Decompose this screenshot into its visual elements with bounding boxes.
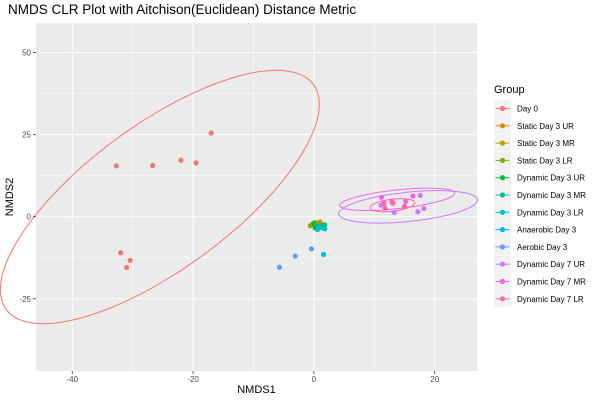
- legend-label: Static Day 3 LR: [517, 156, 573, 165]
- x-tick-label: 0: [312, 375, 317, 384]
- point-dynamic-day-3-ur: [310, 220, 316, 227]
- legend-key-point: [499, 157, 506, 163]
- legend-key-point: [499, 192, 506, 198]
- point-day-0: [117, 250, 124, 256]
- legend-key-point: [499, 261, 506, 267]
- point-day-0: [149, 162, 156, 169]
- point-day-0: [208, 130, 214, 136]
- legend-key-point: [499, 140, 506, 146]
- point-dynamic-day-3-lr: [314, 226, 321, 233]
- point-dynamic-day-3-lr: [322, 226, 328, 232]
- y-tick-label: 25: [22, 131, 31, 140]
- legend-label: Dynamic Day 3 LR: [517, 208, 584, 217]
- legend-key-point: [499, 209, 506, 215]
- point-aerobic-day-3: [276, 264, 283, 270]
- legend-item: Dynamic Day 7 LR: [494, 290, 584, 308]
- legend-label: Anaerobic Day 3: [517, 226, 577, 235]
- legend-item: Static Day 3 MR: [494, 134, 575, 152]
- data-points: [113, 130, 427, 271]
- y-tick-label: -25: [19, 295, 31, 304]
- plot-panel: [36, 23, 477, 371]
- x-tick-label: -20: [187, 375, 199, 384]
- legend-item: Static Day 3 UR: [494, 117, 574, 135]
- legend-key-point: [499, 123, 506, 129]
- legend-item: Static Day 3 LR: [494, 151, 573, 169]
- point-day-0: [193, 160, 199, 166]
- point-anaerobic-day-3: [320, 251, 327, 258]
- x-axis-title: NMDS1: [237, 384, 276, 396]
- point-aerobic-day-3: [308, 246, 315, 252]
- legend-key-point: [499, 278, 506, 285]
- point-dynamic-day-7-ur: [391, 209, 397, 216]
- point-dynamic-day-7-lr: [381, 200, 387, 206]
- legend-item: Dynamic Day 3 UR: [494, 169, 585, 187]
- point-day-0: [124, 264, 130, 271]
- point-dynamic-day-3-mr: [322, 222, 328, 228]
- legend-item: Dynamic Day 3 MR: [494, 186, 586, 204]
- legend-item: Dynamic Day 7 UR: [494, 255, 585, 273]
- point-dynamic-day-7-mr: [378, 194, 385, 200]
- y-tick-label: 50: [22, 49, 31, 58]
- legend-label: Static Day 3 MR: [517, 139, 575, 148]
- point-dynamic-day-7-mr: [410, 193, 416, 199]
- legend-key-point: [499, 105, 506, 112]
- legend-item: Anaerobic Day 3: [494, 221, 577, 239]
- gridlines: [36, 23, 477, 371]
- legend-item: Day 0: [494, 100, 538, 117]
- legend-key-point: [499, 227, 506, 233]
- legend-title: Group: [494, 84, 525, 96]
- x-tick-label: -40: [66, 375, 78, 384]
- point-dynamic-day-7-lr: [382, 205, 388, 211]
- legend-label: Dynamic Day 3 MR: [517, 191, 586, 200]
- legend-label: Dynamic Day 7 MR: [517, 278, 586, 287]
- chart-title: NMDS CLR Plot with Aitchison(Euclidean) …: [8, 2, 356, 17]
- y-axis-title: NMDS2: [4, 178, 16, 217]
- legend-label: Aerobic Day 3: [517, 243, 568, 252]
- legend: Group Day 0 Static Day 3 UR Static Day 3 M…: [494, 84, 586, 308]
- legend-label: Dynamic Day 3 UR: [517, 174, 585, 183]
- point-dynamic-day-7-ur: [417, 192, 423, 198]
- point-dynamic-day-7-lr: [401, 203, 408, 210]
- x-tick-label: 20: [430, 375, 439, 384]
- legend-key-point: [499, 296, 506, 302]
- ellipse-day-0: [0, 69, 320, 325]
- legend-key-point: [499, 175, 506, 181]
- point-aerobic-day-3: [292, 253, 298, 259]
- point-dynamic-day-7-ur: [421, 205, 427, 212]
- legend-label: Dynamic Day 7 LR: [517, 295, 584, 304]
- legend-label: Dynamic Day 7 UR: [517, 260, 585, 269]
- point-day-0: [127, 257, 133, 263]
- legend-item: Dynamic Day 7 MR: [494, 273, 586, 290]
- point-dynamic-day-7-ur: [415, 209, 421, 215]
- ellipse-dynamic-day-7-ur: [338, 190, 478, 224]
- legend-key-point: [499, 244, 506, 250]
- axis-ticks: -40 -20 0 20 -25 0 25 50: [19, 49, 439, 384]
- legend-label: Day 0: [517, 105, 538, 114]
- legend-item: Aerobic Day 3: [494, 238, 568, 256]
- point-day-0: [178, 157, 184, 163]
- confidence-ellipses: [0, 69, 478, 325]
- point-day-0: [113, 163, 119, 169]
- legend-items: Day 0 Static Day 3 UR Static Day 3 MR Stati…: [494, 100, 586, 308]
- ellipse-dynamic-day-7-mr: [339, 187, 456, 211]
- point-dynamic-day-7-mr: [403, 198, 409, 205]
- legend-item: Dynamic Day 3 LR: [494, 203, 584, 221]
- y-tick-label: 0: [27, 213, 32, 222]
- point-dynamic-day-7-lr: [390, 200, 396, 206]
- legend-label: Static Day 3 UR: [517, 122, 574, 131]
